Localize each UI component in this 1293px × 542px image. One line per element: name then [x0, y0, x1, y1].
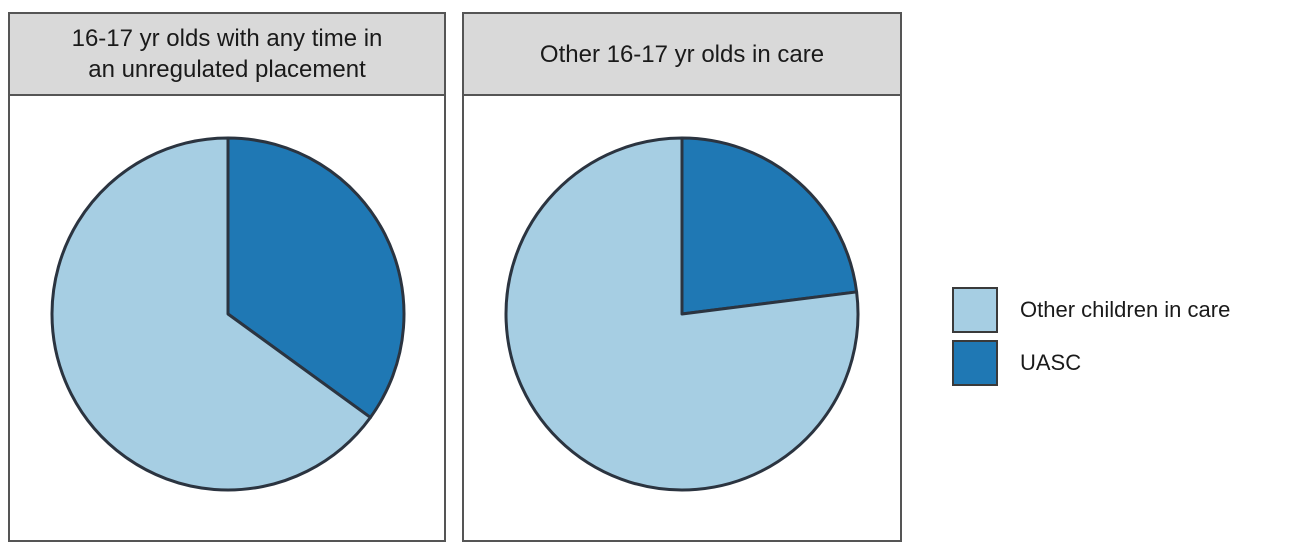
- pie-chart-unregulated: [50, 136, 406, 492]
- pie-slice-uasc: [226, 136, 406, 419]
- facet-panel-other: Other 16-17 yr olds in care: [462, 12, 902, 542]
- facet-panel-unregulated: 16-17 yr olds with any time in an unregu…: [8, 12, 446, 542]
- legend-label-other-children: Other children in care: [1020, 296, 1231, 322]
- legend-item-other-children: Other children in care: [952, 283, 1230, 336]
- legend-swatch-uasc: [952, 339, 998, 386]
- legend-item-uasc: UASC: [952, 336, 1230, 389]
- pie-slice-other-children-in-care: [504, 136, 860, 492]
- legend: Other children in care UASC: [952, 283, 1230, 389]
- pie-slice-uasc: [680, 136, 859, 316]
- pie-slice-other-children-in-care: [50, 136, 372, 492]
- legend-label-uasc: UASC: [1020, 349, 1082, 375]
- legend-swatch-other-children: [952, 286, 998, 333]
- facet-title-unregulated: 16-17 yr olds with any time in an unregu…: [10, 14, 444, 96]
- facet-title-other: Other 16-17 yr olds in care: [464, 14, 900, 96]
- pie-chart-other: [504, 136, 860, 492]
